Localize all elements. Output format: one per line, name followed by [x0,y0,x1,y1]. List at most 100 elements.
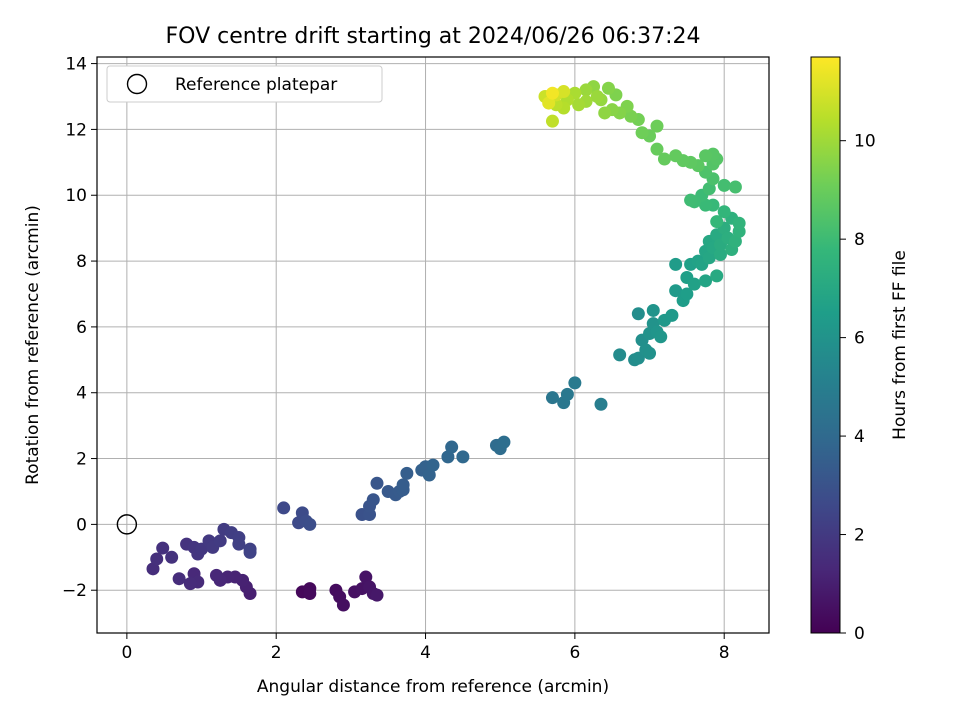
data-point [717,178,731,192]
colorbar-tick-label: 0 [854,624,865,644]
data-point [613,348,627,362]
data-point [665,308,679,322]
y-tick-label: 12 [65,120,87,140]
colorbar-tick-label: 6 [854,329,865,349]
data-point [146,562,160,576]
data-point [277,501,291,515]
data-point [728,180,742,194]
data-point [359,570,373,584]
data-point [209,568,223,582]
data-point [456,450,470,464]
legend: Reference platepar [106,65,383,103]
reference-point [116,514,138,535]
colorbar-tick-label: 8 [854,230,865,250]
data-point [624,109,638,123]
data-point [646,303,660,317]
data-point [650,119,664,133]
data-point [445,440,459,454]
data-point [303,517,317,531]
colorbar-tick-label: 2 [854,526,865,546]
scatter-points [146,80,746,612]
data-point [366,493,380,507]
data-point [303,587,317,601]
data-point [422,468,436,482]
colorbar-ticks: 0 2 4 6 8 10 [840,132,876,644]
y-tick-label: 14 [65,55,87,75]
chart-title: FOV centre drift starting at 2024/06/26 … [166,24,701,49]
colorbar: 0 2 4 6 8 10 Hours from first FF file [810,56,910,644]
y-tick-label: 10 [65,186,87,206]
x-tick-label: 8 [719,643,730,663]
data-point [601,81,615,95]
data-point [195,542,209,556]
data-point [370,588,384,602]
colorbar-label: Hours from first FF file [890,250,910,440]
legend-label: Reference platepar [175,75,337,95]
data-point [213,534,227,548]
data-point [654,330,668,344]
data-point [717,205,731,219]
data-point [545,114,559,128]
data-point [243,545,257,559]
data-point [669,284,683,298]
x-axis-ticks: 0 2 4 6 8 [121,633,730,663]
x-tick-label: 0 [121,643,132,663]
y-axis-label: Rotation from reference (arcmin) [23,205,43,485]
data-point [426,458,440,472]
data-point [172,572,186,586]
data-point [631,351,645,365]
plot-frame [96,56,770,634]
data-point [545,391,559,405]
colorbar-tick-label: 4 [854,427,865,447]
data-point [598,106,612,120]
data-point [441,450,455,464]
data-point [497,435,511,449]
y-tick-label: 0 [76,515,87,535]
data-point [336,598,350,612]
data-point [579,83,593,97]
reference-marker [116,514,138,535]
data-point [650,142,664,156]
colorbar-gradient [810,56,841,634]
y-tick-label: 8 [76,252,87,272]
data-point [702,251,716,265]
data-point [669,149,683,163]
data-point [150,552,164,566]
data-point [165,550,179,564]
data-point [710,215,724,229]
x-tick-label: 4 [420,643,431,663]
data-point [370,476,384,490]
data-point [732,216,746,230]
plot-area: 0 2 4 6 8 −2 0 2 4 6 8 10 12 14 [62,55,770,663]
colorbar-tick-label: 10 [854,132,876,152]
data-point [560,387,574,401]
data-point [396,478,410,492]
y-tick-label: 2 [76,450,87,470]
y-tick-label: 6 [76,318,87,338]
data-point [635,126,649,140]
x-axis-label: Angular distance from reference (arcmin) [257,677,609,697]
data-point [643,346,657,360]
data-point [728,234,742,248]
legend-box [106,65,383,103]
data-point [594,397,608,411]
y-tick-label: −2 [62,581,87,601]
data-point [232,537,246,551]
data-point [657,152,671,166]
data-point [572,98,586,112]
data-point [680,287,694,301]
y-axis-ticks: −2 0 2 4 6 8 10 12 14 [62,55,97,601]
data-point [557,85,571,99]
x-tick-label: 6 [569,643,580,663]
data-point [568,376,582,390]
data-point [590,89,604,103]
data-point [183,577,197,591]
data-point [702,182,716,196]
data-point [631,307,645,321]
data-point [400,466,414,480]
data-point [687,277,701,291]
data-point [684,193,698,207]
data-point [156,541,170,555]
data-point [699,274,713,288]
